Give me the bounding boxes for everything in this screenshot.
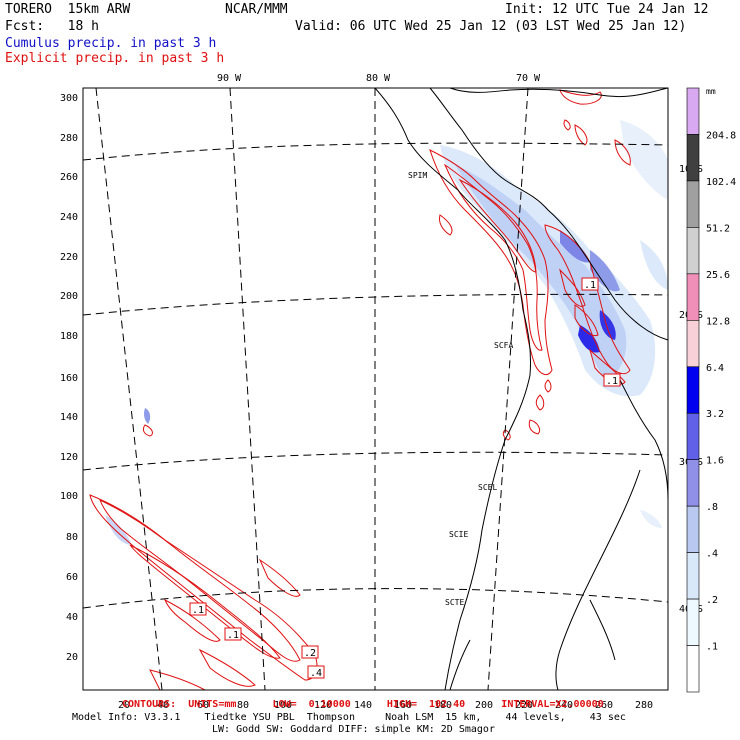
colorbar-cell (686, 412, 700, 460)
x-tick: 120 (314, 700, 332, 711)
explicit-precip-contours (89, 89, 631, 691)
contour-labels: .1 .1 .2 .4 .1 .1 (189, 277, 621, 679)
graticule (82, 87, 669, 691)
colorbar-label: 51.2 (706, 223, 730, 234)
x-tick: 240 (555, 700, 573, 711)
field-cumulus-label: Cumulus precip. in past 3 h (5, 36, 217, 51)
x-tick: 140 (354, 700, 372, 711)
y-tick: 180 (60, 331, 78, 342)
colorbar-label: 102.4 (706, 177, 736, 188)
lon-label-80w: 80 W (366, 73, 391, 84)
station-scie: SCIE (449, 530, 468, 539)
cumulus-precip-shading (105, 120, 668, 545)
coastline (374, 87, 669, 691)
forecast-hour: Fcst: 18 h (5, 19, 99, 34)
y-tick: 220 (60, 252, 78, 263)
x-tick: 40 (157, 700, 169, 711)
y-tick: 120 (60, 452, 78, 463)
colorbar-cell (686, 87, 700, 135)
model-info-physics: LW: Godd SW: Goddard DIFF: simple KM: 2D… (212, 724, 495, 735)
x-tick: 100 (274, 700, 292, 711)
y-tick: 100 (60, 491, 78, 502)
x-tick: 200 (475, 700, 493, 711)
lon-label-70w: 70 W (516, 73, 541, 84)
colorbar-cell (686, 598, 700, 646)
colorbar-unit: mm (706, 87, 716, 96)
x-tick: 280 (635, 700, 653, 711)
colorbar-label: .1 (706, 642, 718, 653)
valid-time: Valid: 06 UTC Wed 25 Jan 12 (03 LST Wed … (295, 19, 687, 34)
y-tick: 20 (66, 652, 78, 663)
y-tick: 280 (60, 133, 78, 144)
colorbar-label: 12.8 (706, 316, 730, 327)
x-axis: 20 40 60 80 100 120 140 160 180 200 220 … (118, 700, 653, 711)
colorbar: mm 204.8 102.4 51.2 25.6 12.8 6.4 3.2 1.6 .8 .4 .2… (686, 87, 736, 693)
colorbar-label: 25.6 (706, 270, 730, 281)
model-info: Model Info: V3.3.1 Tiedtke YSU PBL Thomp… (72, 712, 626, 723)
model-title: TORERO 15km ARW (5, 2, 131, 17)
station-scte: SCTE (445, 598, 464, 607)
y-tick: 160 (60, 373, 78, 384)
x-tick: 160 (394, 700, 412, 711)
colorbar-label: .4 (706, 549, 718, 560)
contour-label: .2 (304, 648, 316, 659)
station-labels: SPIM SCFA SCEL SCIE SCTE (408, 171, 513, 607)
x-tick: 220 (515, 700, 533, 711)
station-scfa: SCFA (494, 341, 513, 350)
init-time: Init: 12 UTC Tue 24 Jan 12 (505, 2, 709, 17)
colorbar-cell (686, 320, 700, 368)
y-tick: 260 (60, 172, 78, 183)
colorbar-cell (686, 505, 700, 553)
colorbar-cell (686, 180, 700, 228)
contours-note: CONTOURS: UNITS=mm LOW= 0.10000 HIGH= 10… (122, 699, 604, 710)
colorbar-label: 204.8 (706, 130, 736, 141)
colorbar-label: .2 (706, 595, 718, 606)
y-tick: 60 (66, 572, 78, 583)
contour-label: .1 (584, 280, 596, 291)
contour-label: .4 (310, 668, 322, 679)
y-axis: 300 280 260 240 220 200 180 160 140 120 … (60, 93, 78, 663)
colorbar-cell (686, 552, 700, 600)
y-tick: 140 (60, 412, 78, 423)
contour-label: .1 (192, 605, 204, 616)
y-tick: 300 (60, 93, 78, 104)
colorbar-label: 1.6 (706, 456, 724, 467)
field-explicit-label: Explicit precip. in past 3 h (5, 51, 225, 66)
x-tick: 60 (197, 700, 209, 711)
x-tick: 80 (237, 700, 249, 711)
y-tick: 200 (60, 291, 78, 302)
y-tick: 80 (66, 532, 78, 543)
colorbar-cell (686, 227, 700, 275)
x-tick: 180 (434, 700, 452, 711)
y-tick: 240 (60, 212, 78, 223)
y-tick: 40 (66, 612, 78, 623)
x-tick: 20 (118, 700, 130, 711)
colorbar-label: .8 (706, 502, 718, 513)
organization: NCAR/MMM (225, 2, 288, 17)
station-spim: SPIM (408, 171, 427, 180)
colorbar-cell (686, 273, 700, 321)
contour-label: .1 (227, 630, 239, 641)
station-scel: SCEL (478, 483, 497, 492)
colorbar-label: 6.4 (706, 363, 724, 374)
lon-label-90w: 90 W (217, 73, 242, 84)
colorbar-label: 3.2 (706, 409, 724, 420)
contour-label: .1 (606, 376, 618, 387)
colorbar-cell (686, 645, 700, 693)
colorbar-cell (686, 134, 700, 182)
colorbar-cell (686, 459, 700, 507)
x-tick: 260 (595, 700, 613, 711)
colorbar-cell (686, 366, 700, 414)
